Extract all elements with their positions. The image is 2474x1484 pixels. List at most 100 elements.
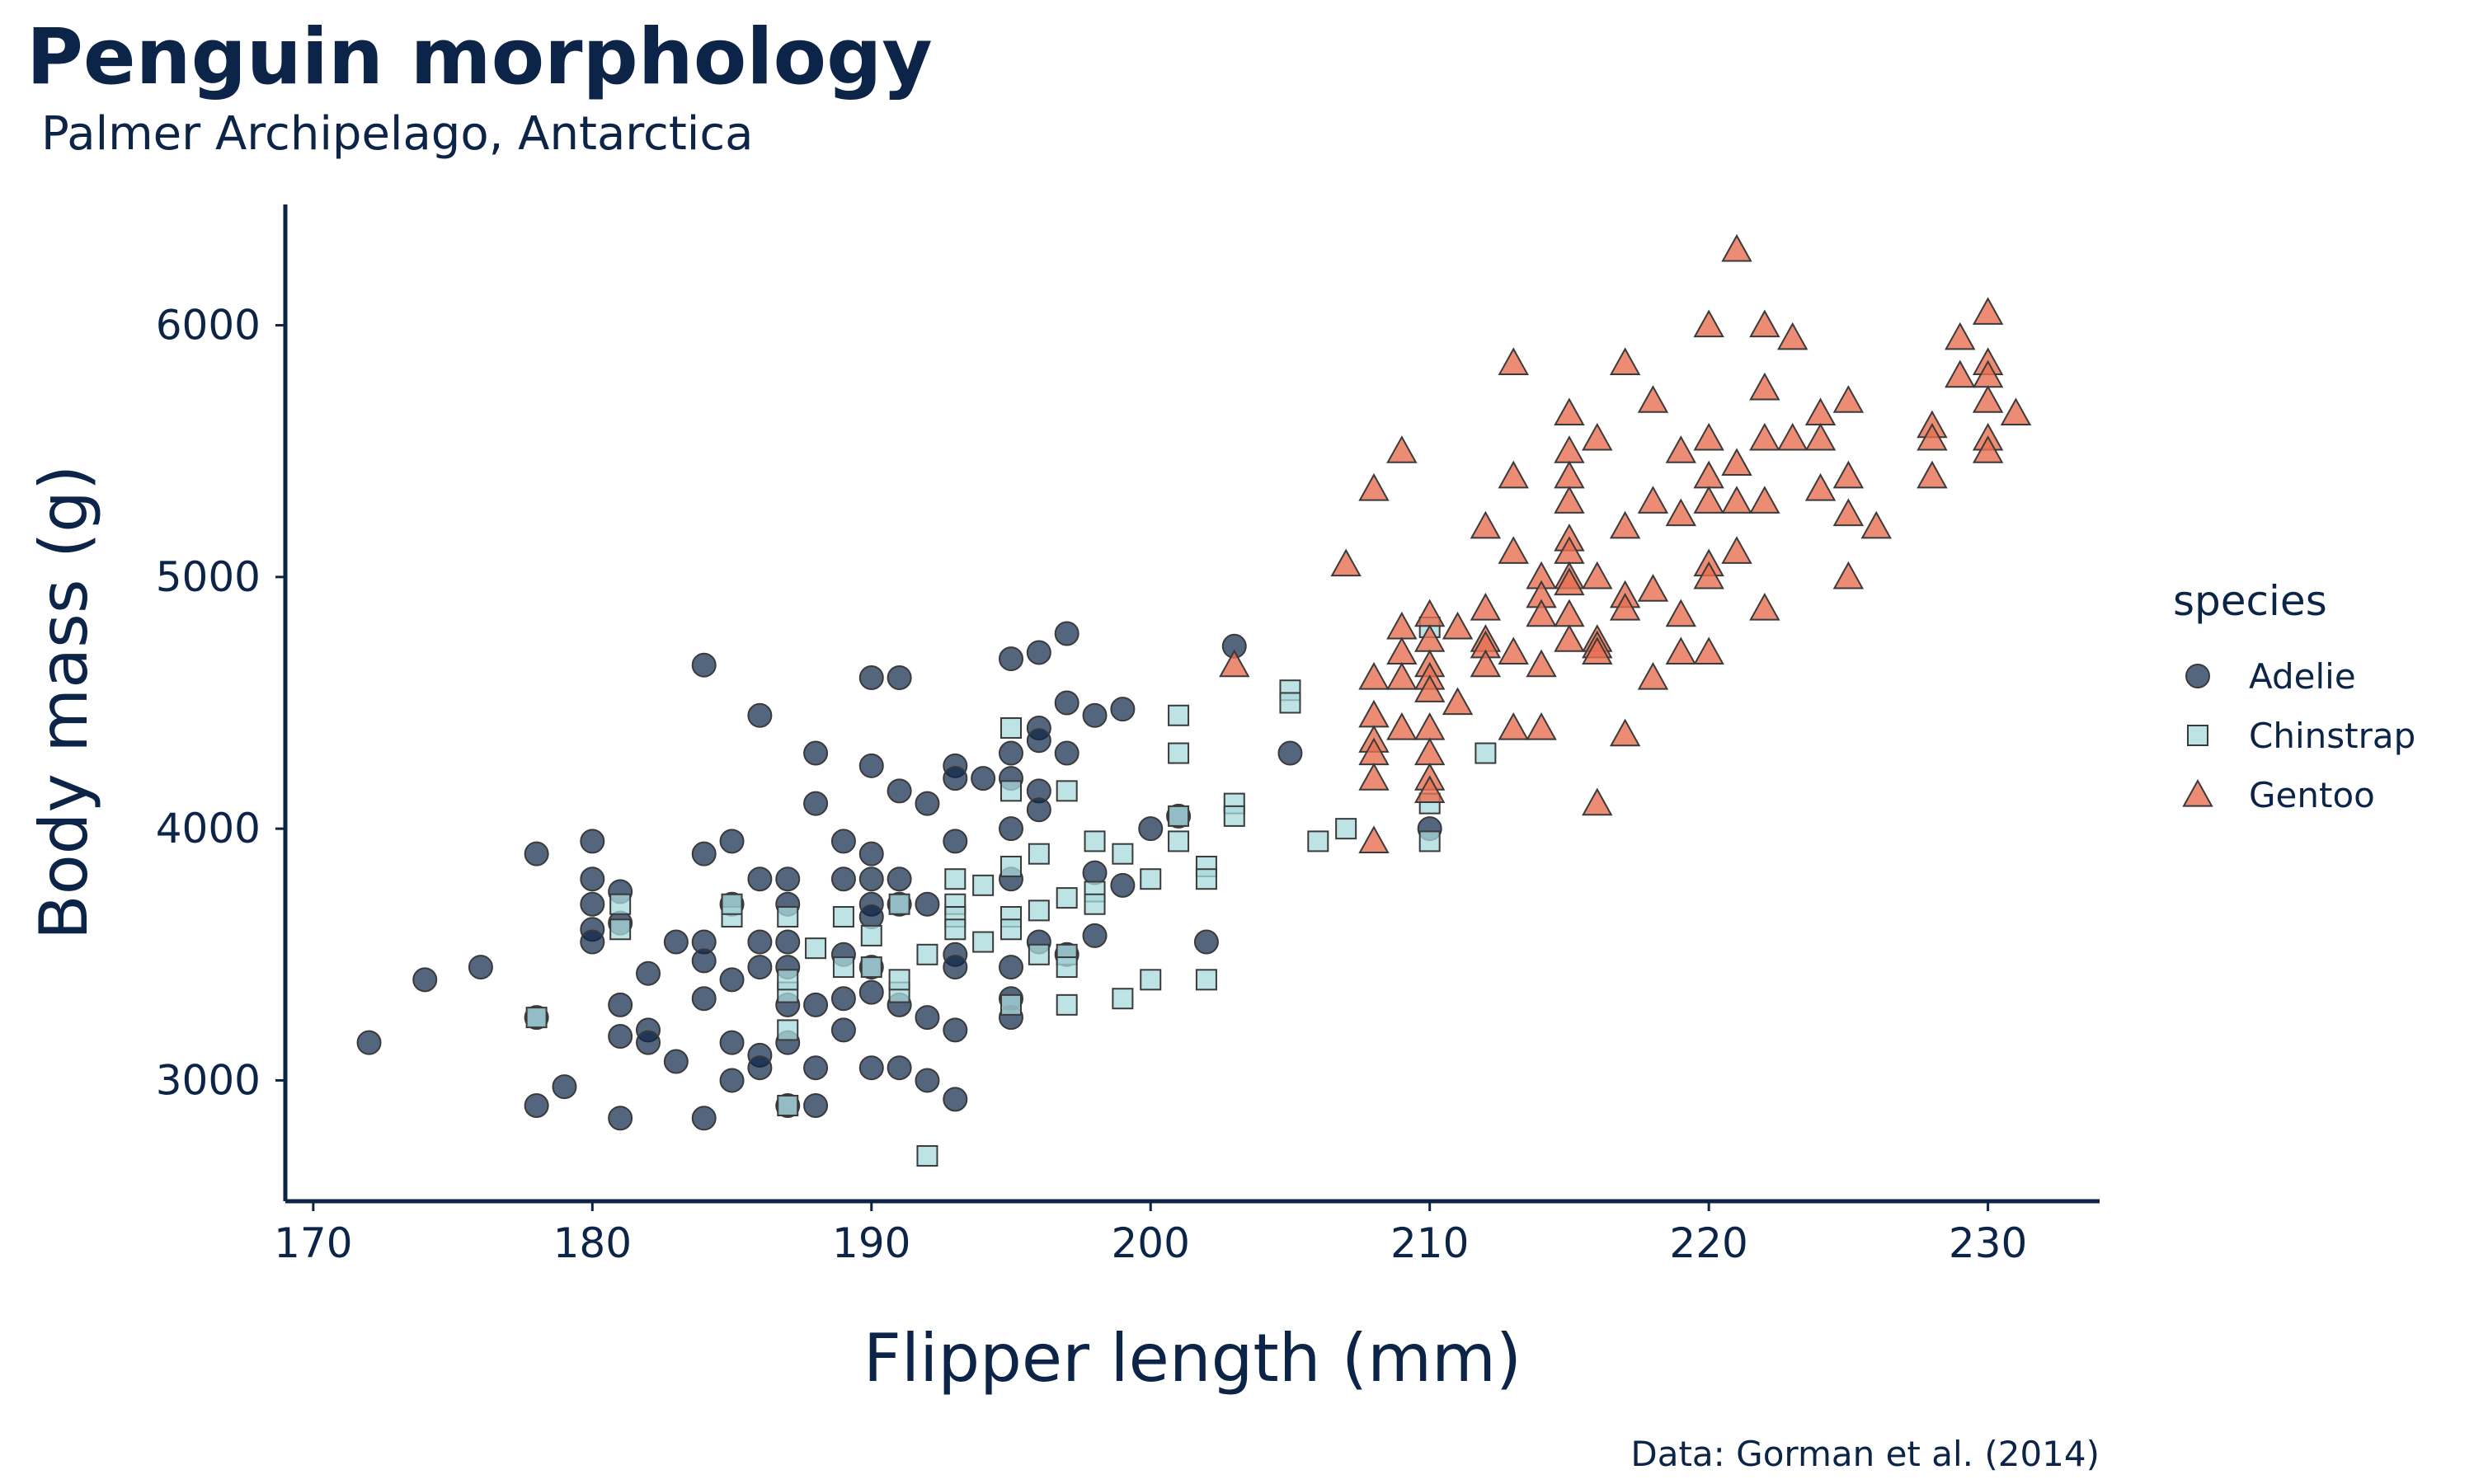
adelie-point	[691, 841, 717, 866]
adelie-point	[999, 816, 1023, 842]
adelie-point	[858, 753, 884, 778]
chinstrap-point	[1028, 843, 1050, 865]
adelie-point	[858, 665, 884, 690]
gentoo-point	[1693, 309, 1724, 338]
gentoo-point	[1554, 486, 1585, 514]
adelie-point	[1054, 690, 1079, 716]
gentoo-point	[1554, 599, 1585, 627]
gentoo-point	[1470, 510, 1502, 539]
chinstrap-point	[1000, 993, 1022, 1016]
chinstrap-point	[1000, 918, 1022, 941]
legend: species Adelie Chinstrap Gentoo	[2173, 577, 2415, 815]
chinstrap-point	[777, 1094, 799, 1116]
gentoo-point	[1498, 347, 1529, 375]
chinstrap-point	[777, 906, 799, 928]
chinstrap-point	[860, 956, 882, 979]
adelie-point	[803, 791, 829, 816]
chinstrap-point	[1475, 742, 1497, 764]
gentoo-point	[1917, 422, 1948, 451]
gentoo-point	[1386, 435, 1418, 463]
gentoo-point	[1609, 347, 1641, 375]
legend-adelie-marker	[2185, 664, 2210, 688]
gentoo-point	[1582, 636, 1613, 665]
gentoo-point	[1582, 561, 1613, 589]
chinstrap-point	[1000, 855, 1022, 877]
gentoo-point	[1498, 711, 1529, 740]
gentoo-point	[1665, 435, 1697, 463]
gentoo-point	[1832, 385, 1865, 413]
chart-subtitle: Palmer Archipelago, Antarctica	[41, 107, 754, 161]
gentoo-point	[1358, 763, 1390, 791]
gentoo-point	[1498, 460, 1529, 489]
adelie-point	[1277, 740, 1303, 766]
gentoo-point	[1693, 460, 1724, 489]
adelie-point	[943, 1087, 968, 1112]
adelie-point	[775, 866, 801, 892]
adelie-point	[858, 904, 884, 930]
adelie-point	[691, 948, 717, 974]
y-tick-label: 3000	[156, 1056, 261, 1104]
gentoo-point	[1386, 661, 1418, 690]
adelie-point	[608, 1024, 633, 1050]
y-tick-label: 6000	[156, 302, 261, 350]
adelie-point	[943, 955, 968, 980]
chinstrap-point	[1140, 969, 1162, 991]
chinstrap-point	[1084, 893, 1106, 915]
gentoo-point	[1665, 599, 1697, 627]
adelie-point	[803, 1055, 829, 1081]
gentoo-point	[1386, 711, 1418, 740]
gentoo-point	[1386, 636, 1418, 665]
chinstrap-point	[1223, 805, 1245, 827]
gentoo-point	[1442, 611, 1474, 640]
chinstrap-point	[1028, 899, 1050, 922]
gentoo-point	[1413, 674, 1446, 702]
adelie-point	[1026, 797, 1051, 823]
y-tick-label: 5000	[156, 553, 261, 601]
gentoo-point	[1749, 422, 1780, 451]
gentoo-point	[1609, 592, 1641, 621]
chinstrap-point	[1028, 943, 1050, 965]
gentoo-point	[1413, 737, 1446, 766]
adelie-point	[1082, 702, 1108, 728]
gentoo-point	[1554, 567, 1585, 596]
x-tick-label: 170	[274, 1219, 352, 1267]
chinstrap-point	[972, 874, 995, 896]
x-tick-label: 200	[1112, 1219, 1190, 1267]
gentoo-point	[1609, 510, 1641, 539]
adelie-point	[719, 829, 745, 854]
chinstrap-point	[888, 969, 910, 991]
gentoo-point	[1498, 636, 1529, 665]
gentoo-point	[1358, 699, 1390, 728]
adelie-point	[412, 967, 438, 993]
adelie-point	[830, 986, 856, 1012]
gentoo-point	[1413, 599, 1446, 627]
legend-adelie-label: Adelie	[2249, 656, 2356, 697]
chinstrap-point	[1195, 969, 1217, 991]
chinstrap-point	[1418, 830, 1441, 852]
chinstrap-point	[1000, 717, 1022, 740]
adelie-point	[747, 929, 773, 955]
chinstrap-point	[1140, 868, 1162, 890]
adelie-point	[691, 652, 717, 678]
gentoo-point	[1721, 233, 1752, 262]
adelie-point	[468, 955, 493, 980]
chinstrap-point	[1112, 843, 1134, 865]
chinstrap-point	[1168, 742, 1190, 764]
gentoo-point	[1776, 322, 1808, 350]
legend-items: Adelie Chinstrap Gentoo	[2182, 656, 2415, 815]
gentoo-point	[1832, 498, 1865, 527]
gentoo-point	[1832, 561, 1865, 589]
gentoo-point	[1358, 472, 1390, 501]
gentoo-point	[1804, 422, 1837, 451]
adelie-point	[747, 702, 773, 728]
gentoo-point	[1413, 711, 1446, 740]
adelie-point	[691, 1106, 717, 1131]
adelie-point	[719, 967, 745, 993]
adelie-point	[887, 866, 912, 892]
gentoo-point	[1804, 397, 1837, 426]
adelie-point	[719, 1068, 745, 1093]
gentoo-point	[1582, 422, 1613, 451]
gentoo-point	[1413, 775, 1446, 803]
chinstrap-point	[1056, 780, 1078, 802]
gentoo-point	[1860, 510, 1892, 539]
